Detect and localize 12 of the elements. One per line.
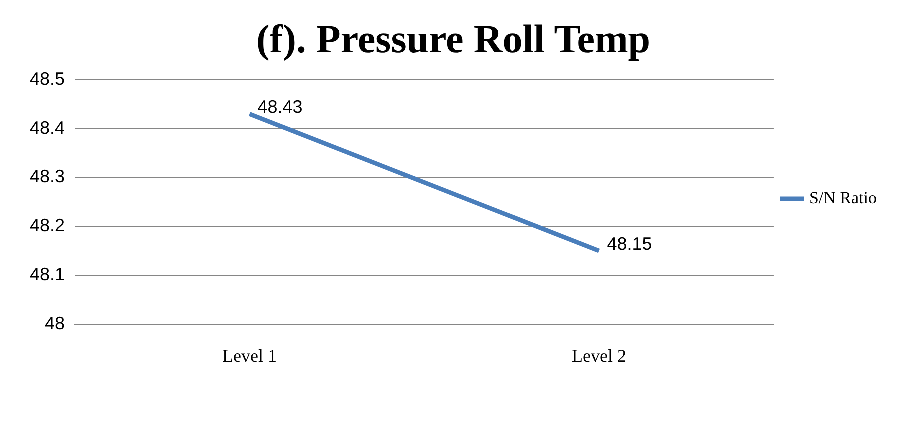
x-tick-label: Level 1 (222, 346, 278, 366)
y-tick-label: 48.2 (30, 216, 66, 236)
y-tick-label: 48.5 (30, 68, 66, 89)
y-tick-label: 48.1 (30, 264, 66, 284)
y-tick-label: 48.3 (30, 166, 66, 187)
y-tick-label: 48 (45, 313, 66, 334)
data-label: 48.15 (607, 234, 652, 254)
legend-label: S/N Ratio (809, 188, 878, 208)
y-tick-label: 48.4 (30, 118, 66, 138)
chart-title: (f). Pressure Roll Temp (256, 16, 651, 62)
data-label: 48.43 (258, 97, 303, 118)
x-tick-label: Level 2 (572, 346, 626, 366)
